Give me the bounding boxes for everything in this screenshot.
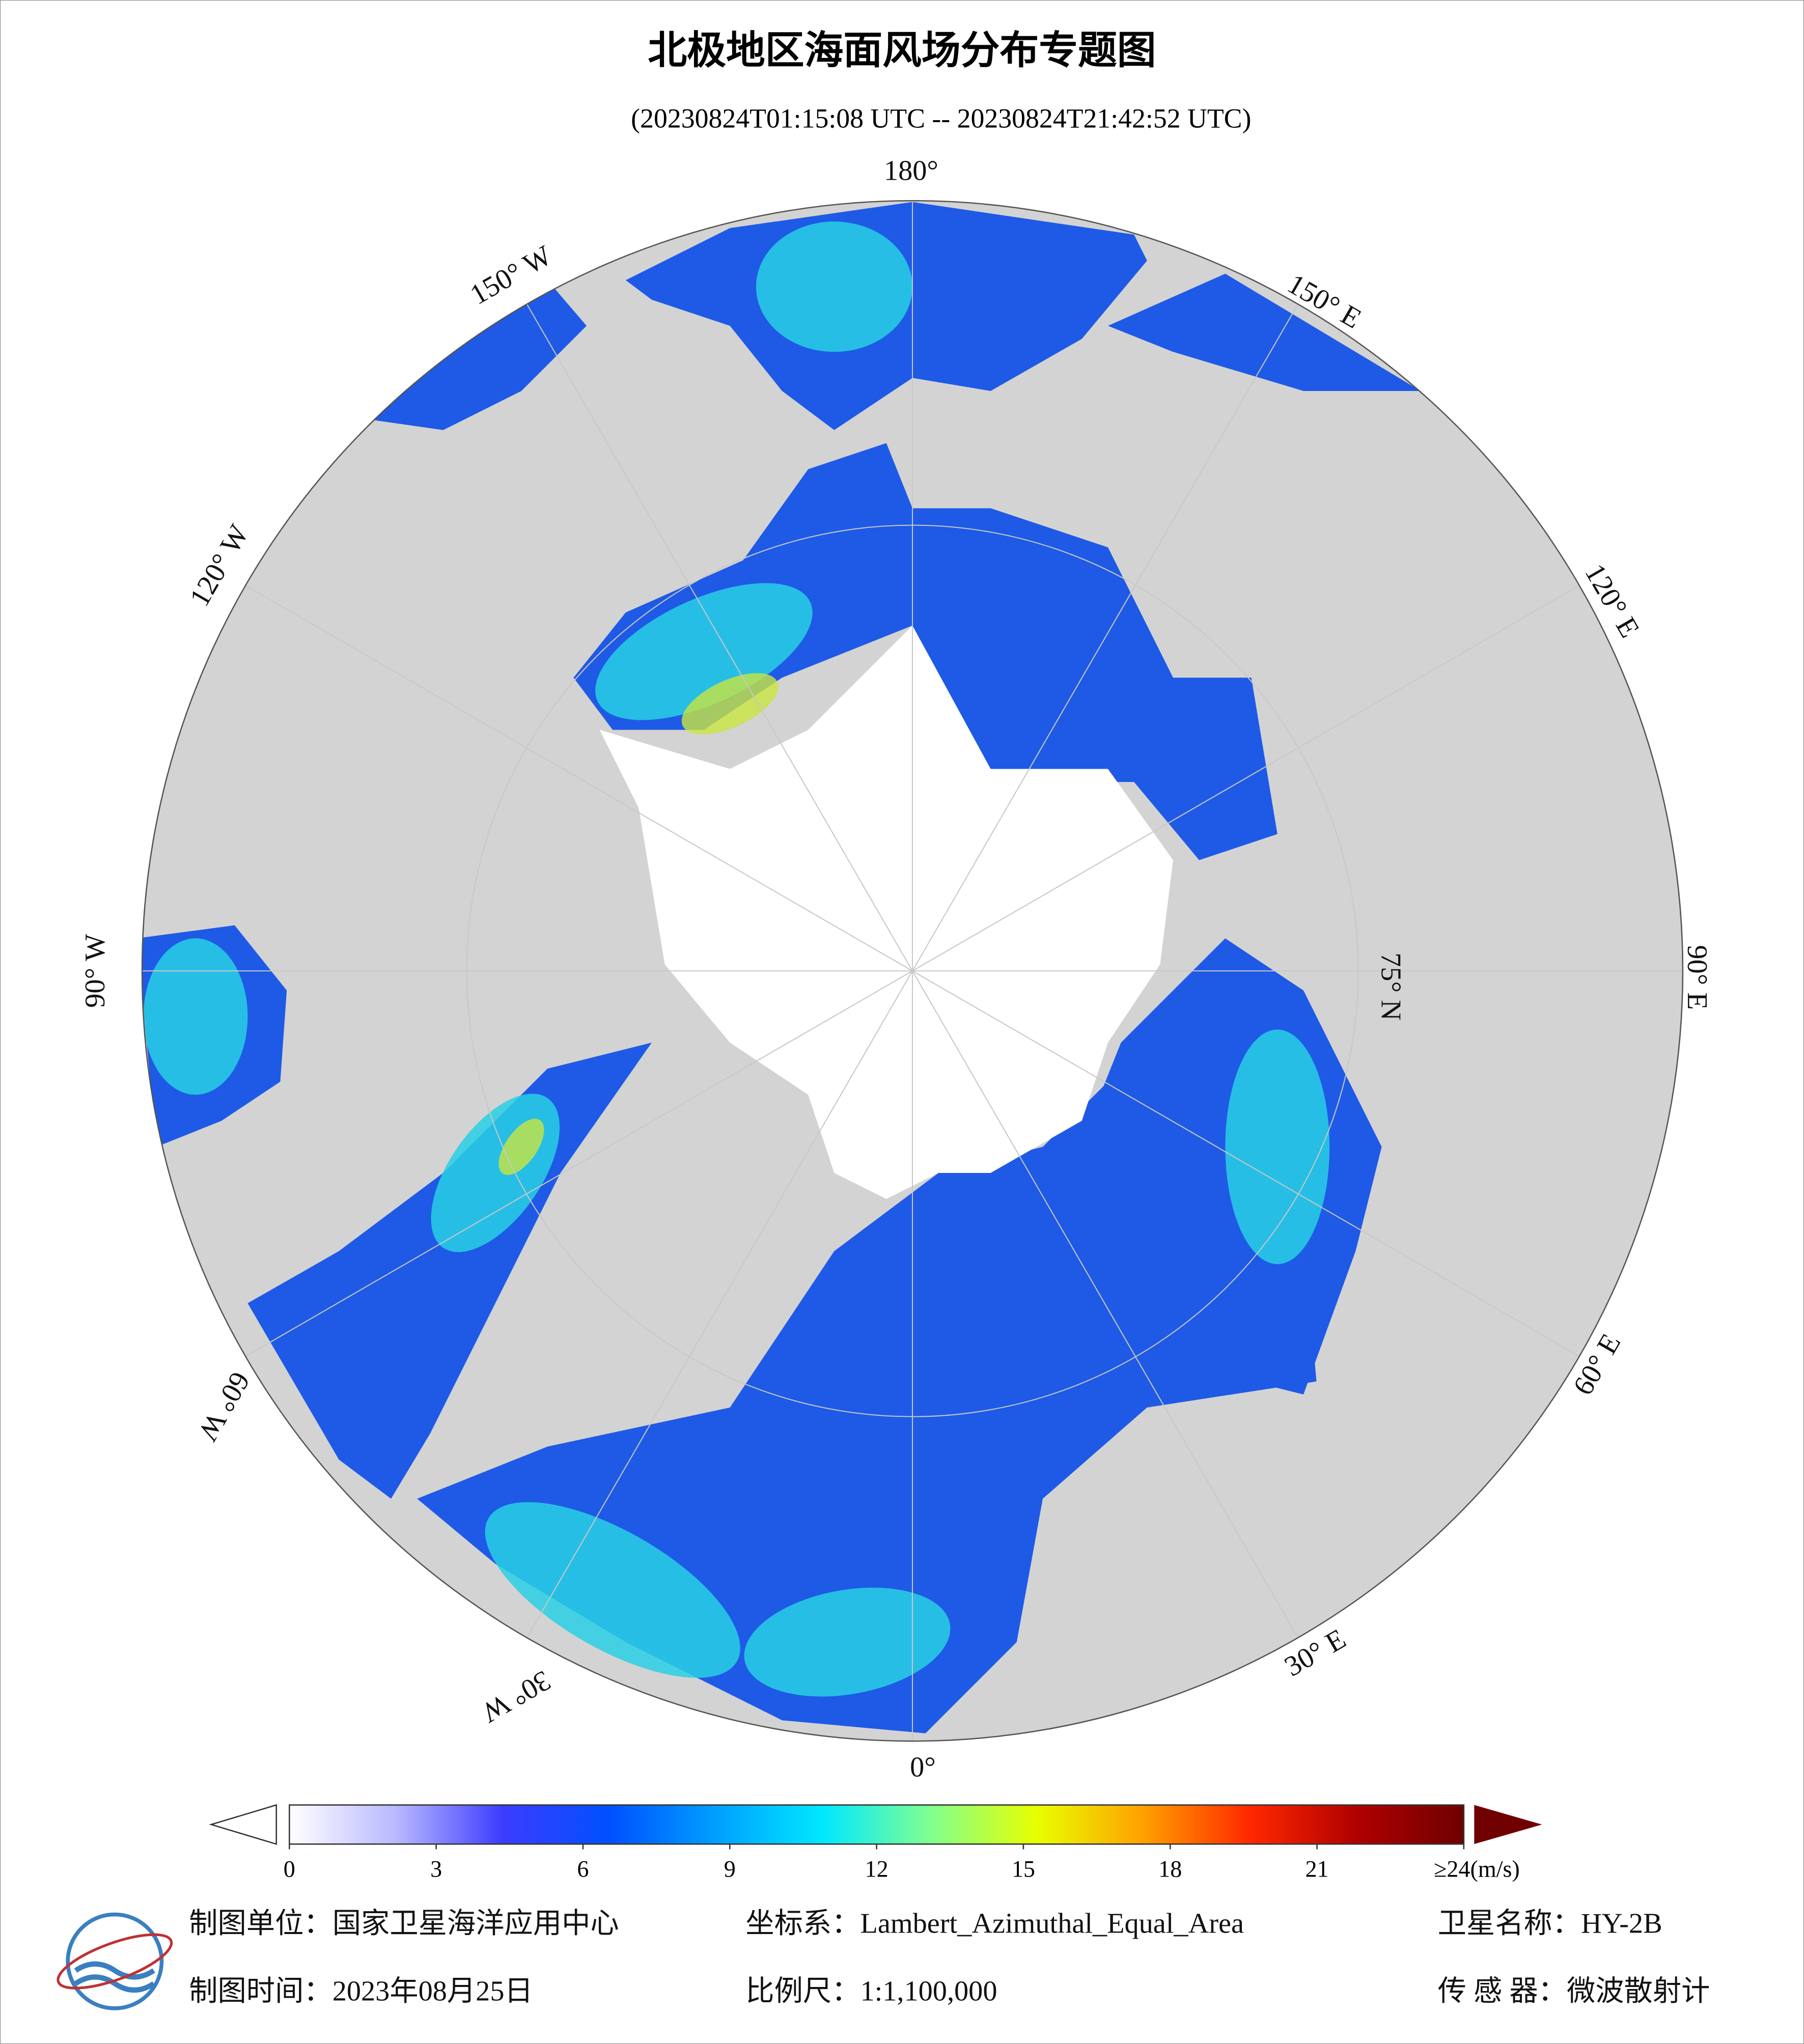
logo [57,1912,173,2010]
lon-label: 90° E [1681,945,1713,1010]
footer-scale: 比例尺：1:1,100,000 [745,1976,997,2007]
footer-sensor: 传 感 器：微波散射计 [1438,1976,1710,2007]
colorbar-high-extend [1474,1805,1542,1844]
colorbar-tick-label: 21 [1305,1856,1328,1882]
colorbar: 0 3 6 9 12 15 18 21 ≥24(m/s) [209,1804,1542,1882]
footer-unit: 制图单位：国家卫星海洋应用中心 [189,1908,619,1940]
gulf-alaska [352,280,587,430]
colorbar-tick-label: 15 [1012,1856,1035,1882]
lat-label: 75° N [1375,953,1406,1021]
colorbar-tick-label: ≥24(m/s) [1434,1856,1520,1882]
colorbar-tick-label: 3 [430,1856,442,1882]
footer-date: 制图时间：2023年08月25日 [189,1976,533,2007]
map [142,201,1683,1742]
colorbar-scale [289,1804,1465,1845]
colorbar-tick-label: 12 [865,1856,889,1882]
footer-crs: 坐标系：Lambert_Azimuthal_Equal_Area [745,1908,1244,1940]
subtitle: (20230824T01:15:08 UTC -- 20230824T21:42… [631,103,1251,133]
colorbar-tick-label: 9 [724,1856,736,1882]
map-border [141,200,1684,1742]
colorbar-tick-label: 18 [1158,1856,1182,1882]
okhotsk [1107,273,1421,391]
footer-satellite: 卫星名称：HY-2B [1438,1908,1662,1940]
ocean-fast-wind [143,221,1330,1697]
colorbar-tick-label: 6 [577,1856,589,1882]
canadian-archipelago-ice [651,781,835,1017]
lon-label: 0° [910,1751,936,1783]
lon-label: 90° W [79,934,111,1008]
colorbar-low-extend [209,1804,277,1845]
lon-label: 180° [884,155,938,186]
colorbar-tick-label: 0 [284,1856,295,1882]
title: 北极地区海面风场分布专题图 [648,29,1156,72]
graticule [142,201,1683,1742]
